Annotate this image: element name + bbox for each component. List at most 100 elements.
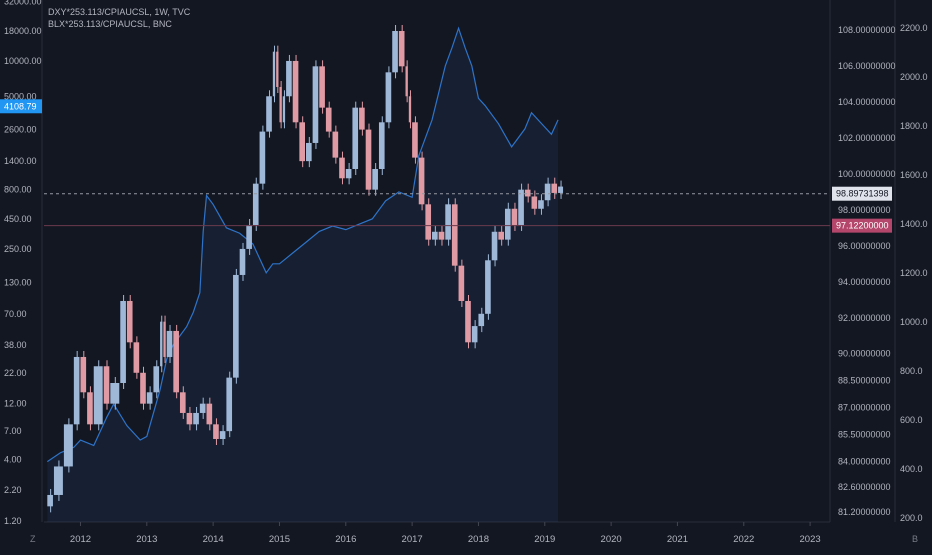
dxy-price-tag-label: 97.12200000 [836,221,889,231]
timezone-toggle[interactable]: Z [30,534,36,544]
blx-candle [140,372,146,404]
dxy-area [47,28,559,523]
dxy-price-tag [832,218,892,233]
blx-candle [120,300,126,384]
blx-candle [163,321,166,357]
mid-tick-label: 92.00000000 [838,313,891,323]
blx-candle [53,466,63,495]
x-tick-label: 2012 [70,534,91,545]
blx-candle [193,412,199,425]
blx-candle [47,494,53,507]
x-tick-label: 2021 [667,534,688,545]
right-tick-label: 800.0 [900,366,923,376]
blx-candle [465,300,471,343]
left-tick-label: 1.20 [4,516,22,526]
mid-tick-label: 94.00000000 [838,277,891,287]
mid-tick-label: 106.00000000 [838,61,896,71]
blx-candle [485,260,491,314]
legend-blx-title: BLX*253.113/CPIAUCSL, BNC [48,19,172,29]
blx-candle [471,326,478,343]
blx-candle [392,31,398,73]
blx-candle [432,231,438,240]
blx-candle [398,31,405,67]
blx-candle [306,142,312,162]
blx-candle [418,157,425,205]
left-tick-label: 10000.00 [4,56,42,66]
blx-candle [226,377,233,432]
left-tick-label: 250.00 [4,244,32,254]
mid-tick-label: 100.00000000 [838,169,896,179]
right-tick-label: 2000.0 [900,72,928,82]
left-tick-label: 38.00 [4,340,27,350]
blx-candle [206,403,213,425]
right-tick-label: 2200.0 [900,23,928,33]
left-tick-label: 5000.00 [4,91,37,101]
blx-candle [544,183,551,201]
blx-candle [325,107,332,132]
blx-candle [63,424,73,467]
blx-candle [126,300,133,343]
mid-tick-label: 81.20000000 [838,507,891,517]
blx-candle [279,86,282,123]
right-tick-label: 600.0 [900,415,923,425]
right-tick-label: 1000.0 [900,317,928,327]
crosshair-price-tag-label: 98.89731398 [836,189,889,199]
right-tick-label: 200.0 [900,513,923,523]
blx-candle [73,356,80,425]
blx-candle [385,72,392,123]
mid-tick-label: 88.50000000 [838,376,891,386]
blx-candle [160,321,163,367]
left-tick-label: 4.00 [4,455,22,465]
blx-candle [518,189,524,225]
left-tick-label: 70.00 [4,309,27,319]
blx-candle [359,107,365,130]
blx-candle [511,208,518,225]
mid-tick-label: 104.00000000 [838,97,896,107]
blx-candle [246,224,252,249]
left-tick-label: 22.00 [4,368,27,378]
left-tick-label: 450.00 [4,214,32,224]
blx-candle [173,330,179,393]
blx-candle [166,330,173,357]
mid-tick-label: 85.50000000 [838,430,891,440]
blx-candle [531,196,538,209]
mid-tick-label: 96.00000000 [838,241,891,251]
blx-candle [286,60,292,97]
mid-tick-label: 108.00000000 [838,25,896,35]
blx-candle [272,51,276,97]
blx-candle [146,392,153,404]
left-tick-label: 2600.00 [4,125,37,135]
auto-scale-toggle[interactable]: B [912,534,919,544]
x-tick-label: 2022 [733,534,754,545]
blx-candle [458,265,465,301]
mid-tick-label: 90.00000000 [838,349,891,359]
blx-candle [233,274,239,378]
x-tick-label: 2016 [335,534,356,545]
blx-candle [276,51,279,87]
left-tick-label: 32000.00 [4,0,42,7]
blx-candle [179,392,186,413]
blx-candle [345,168,352,179]
blx-candle [538,200,544,209]
x-tick-label: 2020 [601,534,622,545]
blx-candle [498,231,504,240]
mid-tick-label: 102.00000000 [838,133,896,143]
blx-candle [133,342,140,373]
blx-price-tag [0,99,42,114]
blx-candle [110,383,120,404]
blx-candle [319,66,325,108]
blx-candle [259,131,266,184]
blx-candle [87,392,93,425]
legend: DXY*253.113/CPIAUCSL, 1W, TVC BLX*253.11… [48,6,190,30]
blx-candle [266,96,272,132]
blx-candle [551,183,558,193]
blx-candle [412,122,418,158]
blx-candle [425,204,432,240]
legend-dxy-title: DXY*253.113/CPIAUCSL, 1W, TVC [48,7,191,17]
blx-candle [491,231,498,261]
blx-candle [93,366,103,425]
left-tick-label: 2.20 [4,485,22,495]
blx-candle [252,183,259,225]
